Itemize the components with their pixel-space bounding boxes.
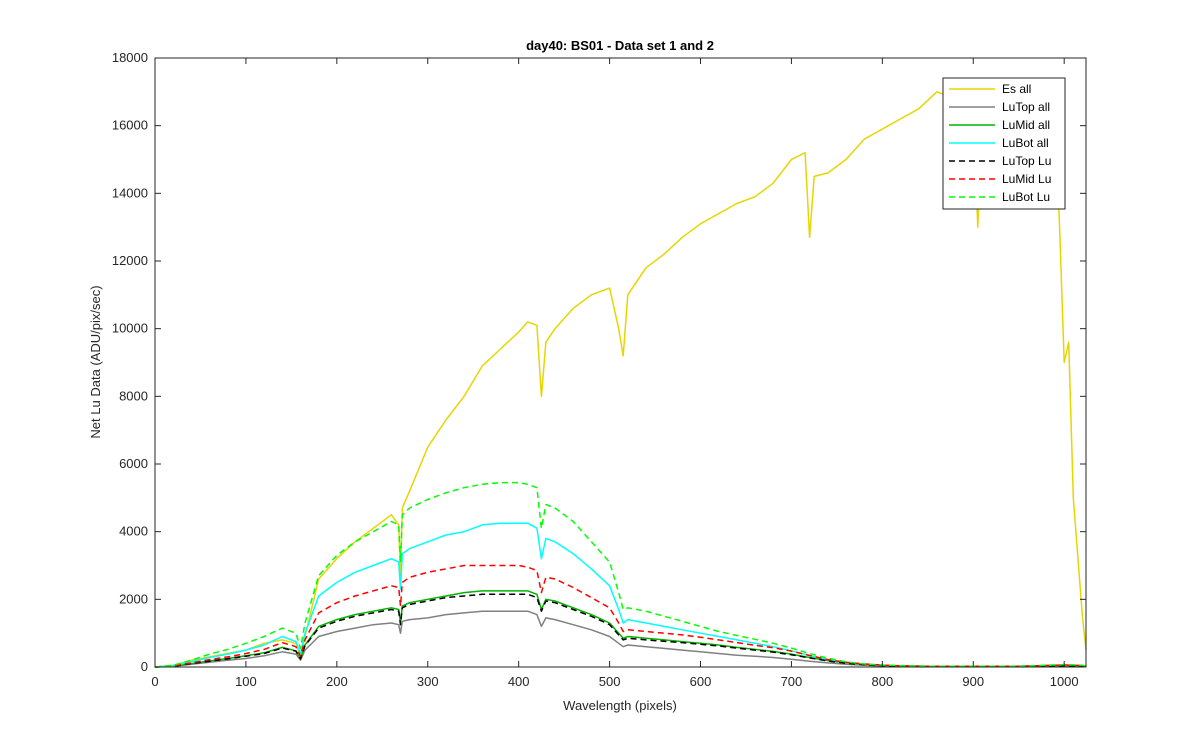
legend-label-0: Es all [1002,82,1031,96]
series-line-1 [154,610,1087,668]
x-tick-label: 400 [508,674,530,689]
x-tick-label: 700 [781,674,803,689]
x-tick-label: 100 [235,674,257,689]
y-tick-label: 4000 [119,524,148,539]
x-tick-label: 500 [599,674,621,689]
series-line-5 [154,564,1087,668]
legend-label-3: LuBot all [1002,136,1049,150]
axes-box [154,57,1087,668]
x-tick-label: 1000 [1050,674,1079,689]
legend-label-1: LuTop all [1002,100,1050,114]
y-tick-label: 18000 [112,50,148,65]
legend: Es all LuTop all LuMid all LuBot all LuTop L… [942,77,1066,210]
plot-area [155,58,1086,667]
y-axis-ticks: 0 2000 4000 6000 8000 10000 12000 14000 16000 180… [112,50,1086,674]
chart-title: day40: BS01 - Data set 1 and 2 [526,38,714,53]
x-tick-label: 200 [326,674,348,689]
y-tick-label: 14000 [112,185,148,200]
y-tick-label: 0 [141,659,148,674]
y-tick-label: 16000 [112,118,148,133]
x-tick-label: 800 [871,674,893,689]
x-axis-title: Wavelength (pixels) [563,698,677,713]
x-tick-label: 900 [962,674,984,689]
legend-label-6: LuBot Lu [1002,190,1050,204]
legend-label-5: LuMid Lu [1002,172,1051,186]
y-axis-title: Net Lu Data (ADU/pix/sec) [88,285,103,438]
legend-label-4: LuTop Lu [1002,154,1051,168]
x-tick-label: 600 [690,674,712,689]
y-tick-label: 8000 [119,388,148,403]
legend-label-2: LuMid all [1002,118,1050,132]
x-tick-label: 0 [151,674,158,689]
y-tick-label: 6000 [119,456,148,471]
x-tick-label: 300 [417,674,439,689]
x-axis-ticks: 0 100 200 300 400 500 600 700 800 900 1000 [151,58,1079,689]
y-tick-label: 2000 [119,591,148,606]
y-tick-label: 12000 [112,253,148,268]
y-tick-label: 10000 [112,321,148,336]
